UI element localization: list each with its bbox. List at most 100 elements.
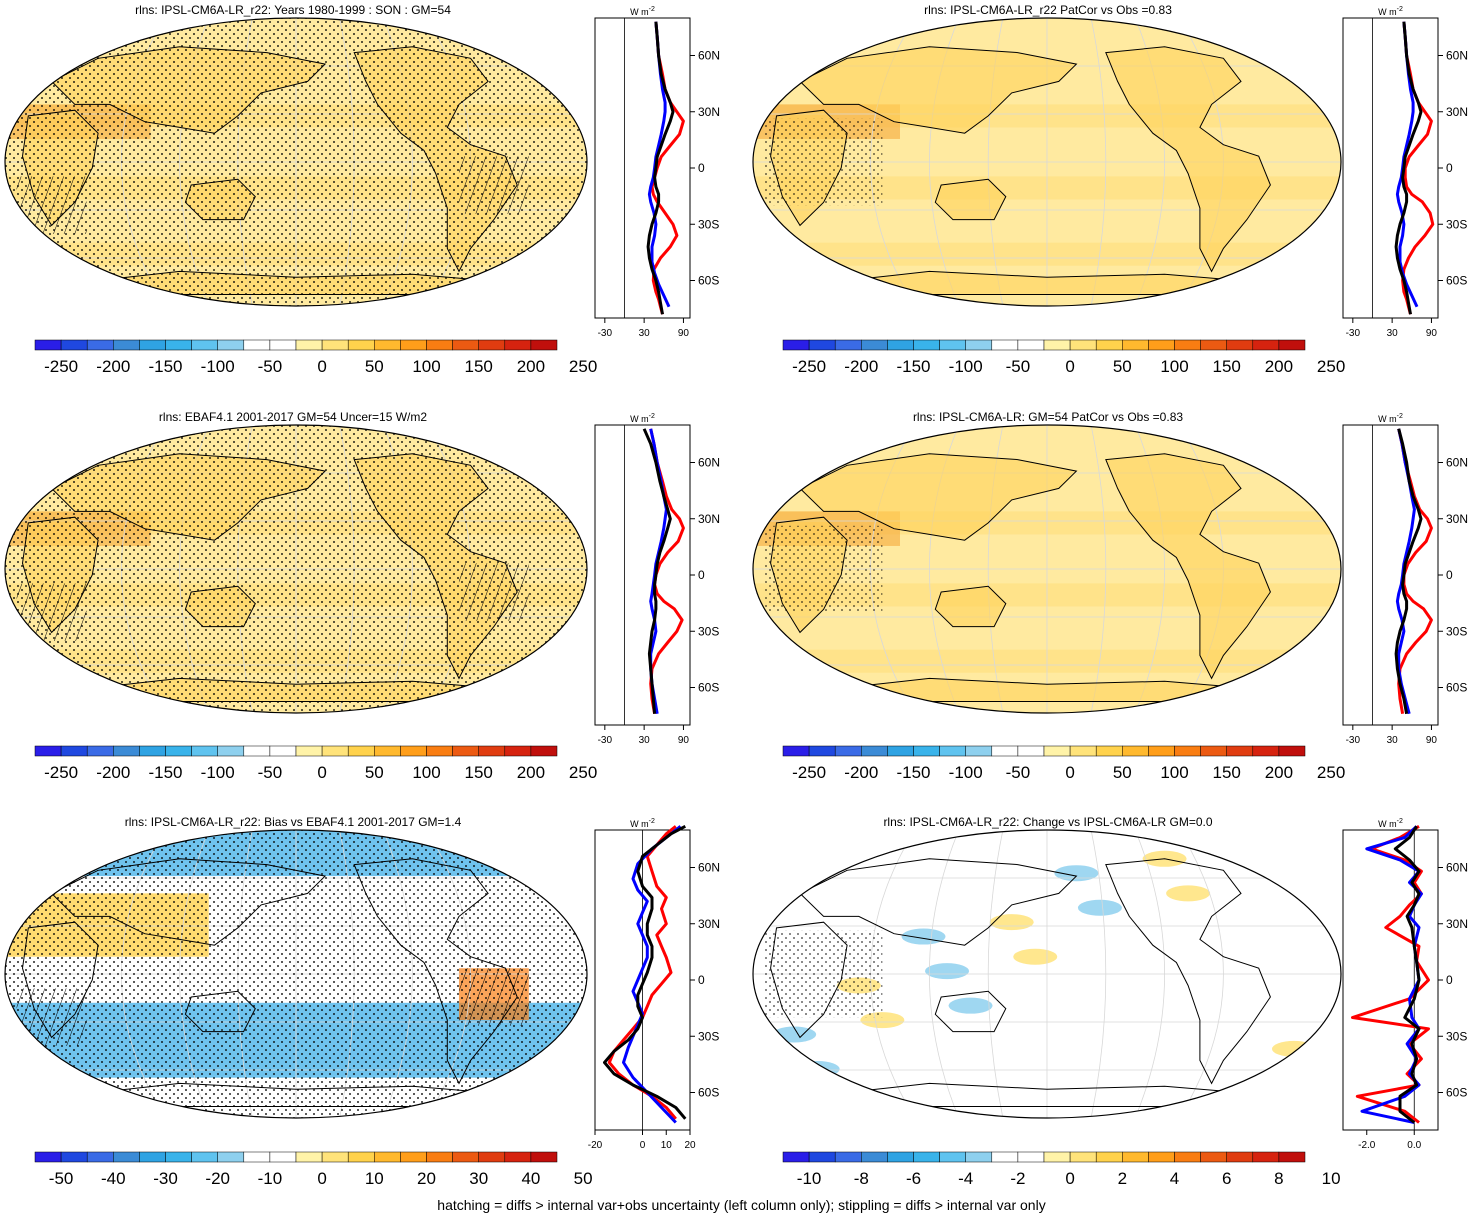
zonal-ytick-label: 60N	[698, 456, 720, 470]
zonal-ytick-label: 60S	[698, 274, 719, 288]
colorbar-tick-label: 100	[1160, 357, 1188, 376]
colorbar-swatch	[478, 745, 506, 757]
colorbar-swatch	[913, 745, 940, 757]
zonal-xtick-label: 90	[1426, 735, 1438, 746]
colorbar-tick-label: 40	[521, 1169, 540, 1188]
colorbar-tick-label: -150	[896, 763, 930, 782]
colorbar-tick-label: -50	[258, 357, 283, 376]
colorbar-swatch	[1226, 1151, 1254, 1163]
colorbar-tick-label: -100	[201, 357, 235, 376]
colorbar-tick-label: -50	[1006, 763, 1031, 782]
colorbar-swatch	[1278, 745, 1306, 757]
colorbar-tick-label: -2	[1010, 1169, 1025, 1188]
colorbar-tick-label: 10	[365, 1169, 384, 1188]
zonal-plot-frame	[1342, 17, 1439, 319]
colorbar-swatch	[295, 339, 323, 351]
zonal-xtick-label: 90	[678, 328, 690, 339]
zonal-plot-model-patcor: W m-2 60N 30N 0 30S 60S -30 30 90	[1342, 6, 1468, 339]
colorbar-swatch	[139, 339, 166, 351]
zonal-unit-label: W m-2	[1378, 818, 1403, 829]
colorbar-swatch	[243, 745, 271, 757]
zonal-series-line	[607, 825, 677, 1120]
colorbar-swatch	[1043, 339, 1071, 351]
colorbar-swatch	[1148, 745, 1175, 757]
colorbar-swatch	[965, 339, 993, 351]
colorbar-swatch	[887, 1151, 914, 1163]
colorbar-tick-label: -250	[44, 357, 78, 376]
zonal-xtick-label: -20	[588, 1140, 603, 1151]
zonal-ytick-label: 0	[698, 568, 705, 582]
colorbar-tick-label: 6	[1222, 1169, 1231, 1188]
map-border	[752, 17, 1342, 307]
anomaly-blob	[1271, 1040, 1316, 1057]
colorbar-swatch	[834, 745, 862, 757]
stippling	[764, 930, 883, 1018]
zonal-xtick-label: -2.0	[1358, 1140, 1376, 1151]
colorbar-swatch	[34, 1151, 62, 1163]
coastline-americas	[1105, 858, 1271, 1085]
zonal-series-line	[642, 428, 672, 714]
colorbar-tick-label: -200	[96, 763, 130, 782]
anomaly-blob	[1295, 1075, 1340, 1092]
colorbar-tick-label: 4	[1170, 1169, 1179, 1188]
colorbar-swatch	[782, 745, 810, 757]
colorbar-tick-label: 0	[317, 357, 326, 376]
zonal-unit-superscript: -2	[649, 818, 655, 825]
zonal-series-line	[646, 21, 675, 315]
stippling	[764, 525, 883, 613]
panel-title-bias: rlns: IPSL-CM6A-LR_r22: Bias vs EBAF4.1 …	[124, 815, 462, 829]
zonal-plot-bias: W m-2 60N 30N 0 30S 60S -20 0 10 20	[588, 818, 720, 1151]
colorbar-swatch	[400, 339, 427, 351]
colorbar-swatch	[1148, 339, 1175, 351]
colorbar-tick-label: 200	[517, 763, 545, 782]
zonal-unit-label: W m-2	[630, 413, 655, 424]
panel-title-obs-climatology: rlns: EBAF4.1 2001-2017 GM=54 Uncer=15 W…	[158, 410, 428, 424]
graticule-meridian	[1134, 830, 1165, 1118]
graticule-meridian	[1090, 830, 1107, 1118]
colorbar-swatch	[295, 1151, 323, 1163]
zonal-unit-superscript: -2	[1397, 6, 1403, 13]
zonal-ytick-label: 0	[1446, 973, 1453, 987]
colorbar-swatch	[478, 339, 506, 351]
colorbar-tick-label: 100	[412, 357, 440, 376]
zonal-ytick-label: 30N	[698, 512, 720, 526]
colorbar-swatch	[887, 339, 914, 351]
colorbar-tick-label: -200	[844, 357, 878, 376]
colorbar-swatch	[530, 339, 558, 351]
colorbar-tick-label: -150	[148, 763, 182, 782]
colorbar-swatch	[1174, 1151, 1201, 1163]
coastline-eurasia	[799, 453, 1078, 541]
anomaly-blob	[753, 830, 775, 838]
colorbar-swatch	[1252, 1151, 1280, 1163]
zonal-unit-superscript: -2	[649, 413, 655, 420]
colorbar-tick-label: 8	[1274, 1169, 1283, 1188]
colorbar-tick-label: 0	[1065, 1169, 1074, 1188]
panel-title-model-climatology: rlns: IPSL-CM6A-LR_r22: Years 1980-1999 …	[135, 3, 451, 17]
hatching	[16, 583, 87, 641]
colorbar-swatch	[243, 1151, 271, 1163]
coastline-eurasia	[799, 858, 1078, 946]
zonal-series-line	[1394, 21, 1423, 315]
zonal-ytick-label: 0	[1446, 161, 1453, 175]
zonal-xtick-label: 20	[684, 1140, 696, 1151]
colorbar-swatch	[782, 339, 810, 351]
panel-title-change: rlns: IPSL-CM6A-LR_r22: Change vs IPSL-C…	[883, 815, 1213, 829]
colorbar-tick-label: -4	[958, 1169, 973, 1188]
colorbar-swatch	[165, 745, 192, 757]
colorbar-swatch	[991, 745, 1019, 757]
colorbar-swatch	[34, 339, 62, 351]
colorbar-tick-label: -250	[44, 763, 78, 782]
colorbar-tick-label: 250	[569, 763, 597, 782]
map-border	[752, 829, 1342, 1119]
hatching	[458, 968, 529, 1026]
zonal-unit-label: W m-2	[630, 818, 655, 829]
zonal-unit-label: W m-2	[1378, 413, 1403, 424]
colorbar-swatch	[808, 745, 836, 757]
anomaly-blob	[1013, 948, 1058, 965]
colorbar-swatch	[913, 339, 940, 351]
colorbar-swatch	[1200, 745, 1227, 757]
zonal-ytick-label: 30S	[1446, 217, 1467, 231]
colorbar-ensemble-mean: -250 -200 -150 -100 -50 0 50 100 150 200 250	[782, 745, 1345, 782]
anomaly-blob	[1166, 885, 1211, 902]
zonal-plot-model-climatology: W m-2 60N 30N 0 30S 60S -30 30 90	[594, 6, 720, 339]
